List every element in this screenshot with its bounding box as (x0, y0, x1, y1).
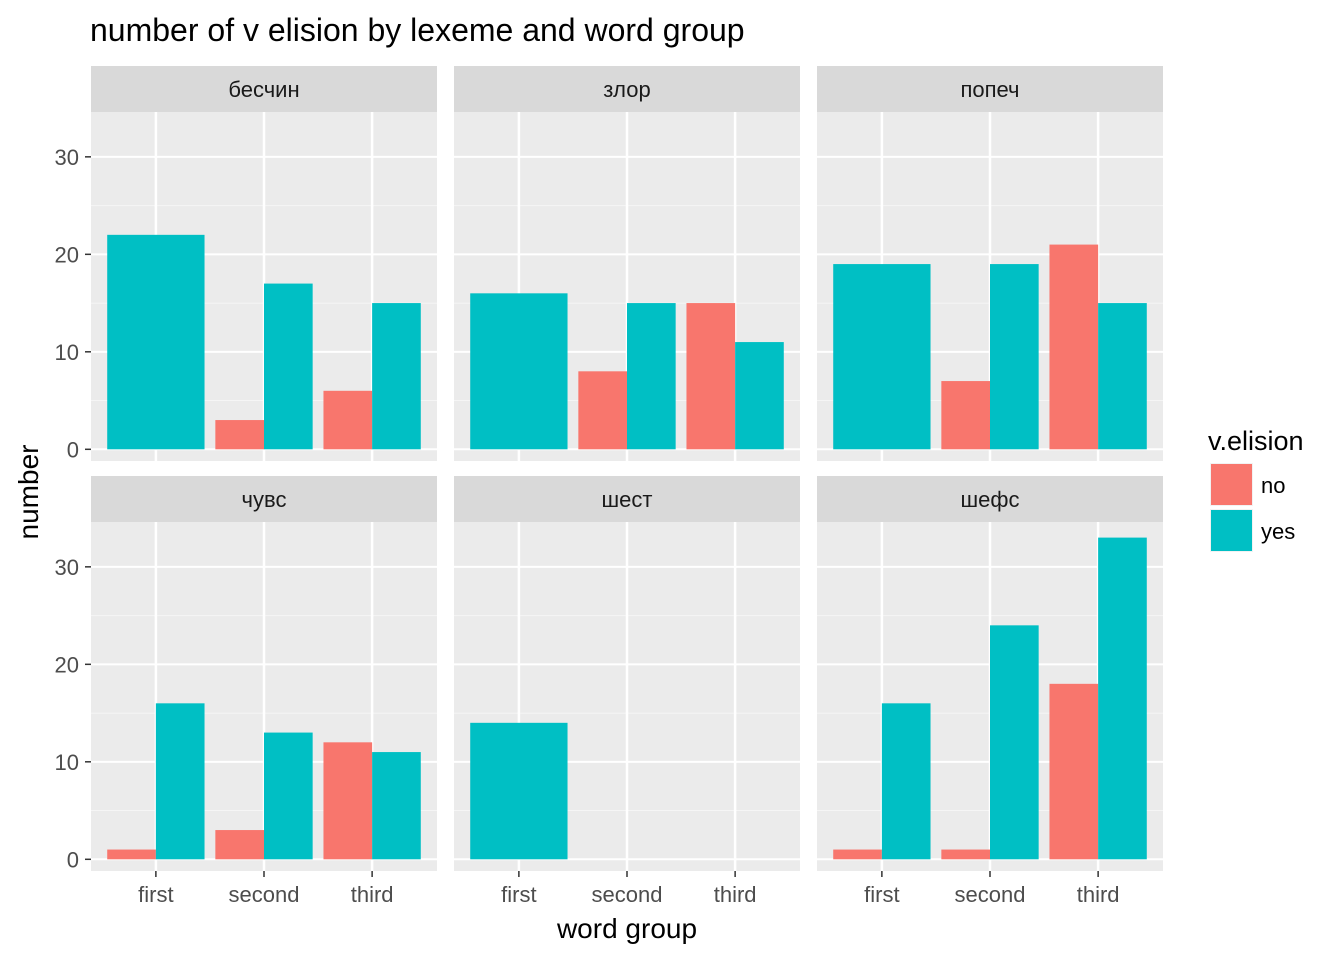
bar-yes (990, 264, 1039, 450)
facet-panel: чувс (91, 476, 437, 871)
facet-strip-label: злор (603, 77, 650, 102)
y-tick-label: 30 (55, 555, 79, 580)
legend-label-yes: yes (1261, 519, 1295, 544)
bar-yes (372, 752, 421, 860)
facet-panel: шефс (817, 476, 1163, 871)
facet-strip-label: чувс (242, 487, 287, 512)
bar-no (833, 849, 882, 860)
x-axis-title: word group (556, 913, 697, 944)
facet-strip-label: шефс (961, 487, 1020, 512)
facet-strip (91, 476, 437, 522)
bar-no (686, 303, 736, 450)
chart-title: number of v elision by lexeme and word g… (90, 12, 745, 48)
bar-yes (372, 303, 421, 450)
x-tick-label: second (229, 882, 300, 907)
x-axis: first second third (501, 871, 757, 907)
bar-no (323, 390, 373, 450)
facet-strip (817, 476, 1163, 522)
bar-yes (1098, 303, 1147, 450)
x-axis: first second third (864, 871, 1120, 907)
bar-yes (1098, 537, 1147, 860)
bar-yes (264, 732, 313, 860)
bar-yes (833, 264, 931, 450)
x-tick-label: first (501, 882, 536, 907)
x-tick-label: first (138, 882, 173, 907)
bar-no (1049, 683, 1099, 860)
facet-panels: бесчин злор попеч чувс шест шефс (91, 66, 1163, 871)
y-axes: 0 10 20 30 0 10 20 30 (55, 145, 91, 872)
x-tick-label: first (864, 882, 899, 907)
facet-strip (454, 66, 800, 112)
y-axis-title: number (13, 445, 44, 540)
bar-no (107, 849, 156, 860)
bar-yes (155, 703, 205, 860)
y-tick-label: 0 (67, 847, 79, 872)
bar-yes (470, 722, 568, 860)
facet-panel: попеч (817, 66, 1163, 461)
y-tick-label: 10 (55, 750, 79, 775)
bar-no (215, 420, 264, 450)
facet-strip-label: шест (602, 487, 653, 512)
facet-strip-label: попеч (960, 77, 1019, 102)
y-axis: 0 10 20 30 (55, 145, 91, 462)
bar-yes (107, 234, 205, 450)
bar-yes (264, 283, 313, 450)
facet-strip (91, 66, 437, 112)
legend: v.elision no yes (1208, 426, 1304, 552)
x-tick-label: second (592, 882, 663, 907)
facet-panel: злор (454, 66, 800, 461)
facet-strip-label: бесчин (228, 77, 299, 102)
x-tick-label: third (714, 882, 757, 907)
facet-strip (454, 476, 800, 522)
legend-key-yes (1211, 510, 1252, 551)
x-axis: first second third (138, 871, 394, 907)
y-tick-label: 20 (55, 242, 79, 267)
x-axes: first second third first second third first sec… (138, 871, 1120, 907)
legend-title: v.elision (1208, 426, 1304, 456)
y-tick-label: 20 (55, 652, 79, 677)
y-tick-label: 0 (67, 437, 79, 462)
bar-yes (470, 293, 568, 450)
bar-yes (881, 703, 931, 860)
y-tick-label: 10 (55, 340, 79, 365)
y-axis: 0 10 20 30 (55, 555, 91, 872)
y-tick-label: 30 (55, 145, 79, 170)
facet-panel: бесчин (91, 66, 437, 461)
bar-yes (735, 342, 784, 450)
bar-no (578, 371, 627, 450)
facet-panel: шест (454, 476, 800, 871)
bar-no (941, 381, 990, 450)
bar-no (323, 742, 373, 860)
bar-yes (990, 625, 1039, 860)
bar-no (215, 830, 264, 860)
bar-yes (627, 303, 676, 450)
facet-strip (817, 66, 1163, 112)
legend-label-no: no (1261, 473, 1285, 498)
bar-no (1049, 244, 1099, 450)
x-tick-label: third (351, 882, 394, 907)
legend-key-no (1211, 464, 1252, 505)
bar-no (941, 849, 990, 860)
x-tick-label: third (1077, 882, 1120, 907)
x-tick-label: second (955, 882, 1026, 907)
